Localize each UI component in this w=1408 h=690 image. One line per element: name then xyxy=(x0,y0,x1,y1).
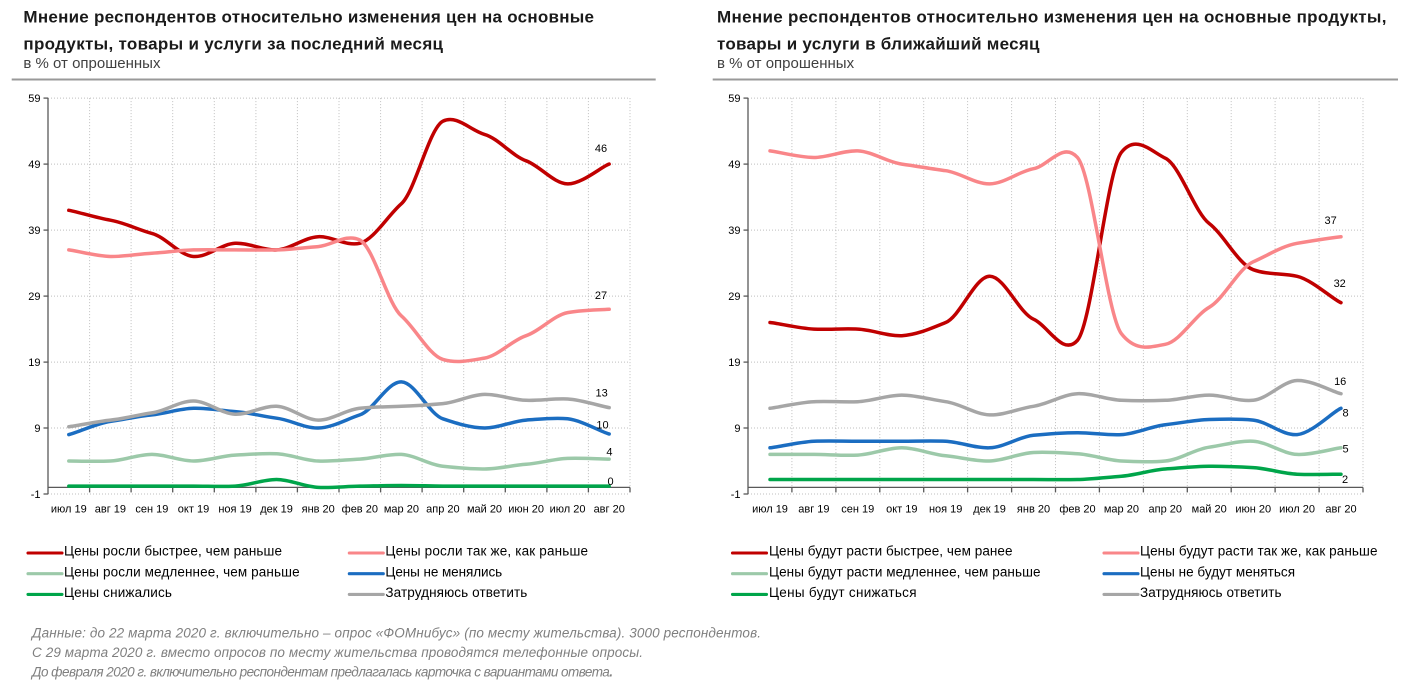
svg-text:сен 19: сен 19 xyxy=(841,504,874,516)
svg-text:фев 20: фев 20 xyxy=(1059,504,1095,516)
svg-text:13: 13 xyxy=(595,387,607,399)
svg-text:0: 0 xyxy=(608,476,614,488)
svg-text:продукты, товары и услуги за п: продукты, товары и услуги за последний м… xyxy=(23,35,443,54)
svg-text:июл 19: июл 19 xyxy=(51,504,87,516)
svg-text:46: 46 xyxy=(595,143,607,155)
svg-text:фев 20: фев 20 xyxy=(342,504,378,516)
svg-text:апр 20: апр 20 xyxy=(426,504,459,516)
svg-text:дек 19: дек 19 xyxy=(973,504,1006,516)
svg-text:Цены не будут меняться: Цены не будут меняться xyxy=(1140,564,1295,579)
svg-text:49: 49 xyxy=(728,159,740,171)
svg-text:Затрудняюсь ответить: Затрудняюсь ответить xyxy=(385,585,527,600)
svg-text:Мнение респондентов относитель: Мнение респондентов относительно изменен… xyxy=(23,8,594,27)
svg-text:10: 10 xyxy=(596,419,608,431)
svg-text:Цены будут расти так же, как р: Цены будут расти так же, как раньше xyxy=(1140,544,1378,559)
svg-text:авг 20: авг 20 xyxy=(594,504,625,516)
svg-text:ноя 19: ноя 19 xyxy=(929,504,962,516)
svg-text:в % от опрошенных: в % от опрошенных xyxy=(23,55,161,72)
svg-text:16: 16 xyxy=(1334,376,1346,388)
svg-text:59: 59 xyxy=(728,93,740,105)
svg-text:дек 19: дек 19 xyxy=(260,504,293,516)
svg-text:Цены будут снижаться: Цены будут снижаться xyxy=(769,585,917,600)
svg-text:-1: -1 xyxy=(731,489,741,501)
svg-text:9: 9 xyxy=(34,423,40,435)
svg-text:Цены снижались: Цены снижались xyxy=(64,585,172,600)
svg-text:32: 32 xyxy=(1334,278,1346,290)
svg-text:мар 20: мар 20 xyxy=(1104,504,1139,516)
svg-text:-1: -1 xyxy=(31,489,41,501)
svg-text:5: 5 xyxy=(1342,443,1348,455)
svg-text:19: 19 xyxy=(728,357,740,369)
svg-text:янв 20: янв 20 xyxy=(302,504,335,516)
svg-text:Цены будут расти медленнее, че: Цены будут расти медленнее, чем раньше xyxy=(769,564,1041,579)
svg-text:Цены не менялись: Цены не менялись xyxy=(385,564,502,579)
svg-text:июн 20: июн 20 xyxy=(1235,504,1271,516)
svg-text:Цены будут расти быстрее, чем: Цены будут расти быстрее, чем ранее xyxy=(769,544,1013,559)
svg-text:сен 19: сен 19 xyxy=(135,504,168,516)
svg-text:8: 8 xyxy=(1342,407,1348,419)
svg-text:окт 19: окт 19 xyxy=(886,504,917,516)
svg-text:авг 19: авг 19 xyxy=(798,504,829,516)
svg-text:Мнение респондентов относитель: Мнение респондентов относительно изменен… xyxy=(717,8,1387,27)
svg-text:39: 39 xyxy=(728,225,740,237)
svg-text:4: 4 xyxy=(606,446,612,458)
svg-text:29: 29 xyxy=(728,291,740,303)
svg-text:авг 20: авг 20 xyxy=(1325,504,1356,516)
svg-text:Цены росли так же, как раньше: Цены росли так же, как раньше xyxy=(385,544,588,559)
svg-text:Цены росли быстрее, чем раньше: Цены росли быстрее, чем раньше xyxy=(64,544,282,559)
svg-text:29: 29 xyxy=(28,291,40,303)
svg-text:27: 27 xyxy=(595,290,607,302)
svg-text:июл 20: июл 20 xyxy=(550,504,586,516)
svg-text:Затрудняюсь ответить: Затрудняюсь ответить xyxy=(1140,585,1282,600)
svg-text:9: 9 xyxy=(734,423,740,435)
svg-text:май 20: май 20 xyxy=(1192,504,1227,516)
svg-text:59: 59 xyxy=(28,93,40,105)
svg-text:19: 19 xyxy=(28,357,40,369)
svg-text:янв 20: янв 20 xyxy=(1017,504,1050,516)
svg-text:49: 49 xyxy=(28,159,40,171)
svg-text:июн 20: июн 20 xyxy=(508,504,544,516)
svg-text:До февраля 2020 г. включительн: До февраля 2020 г. включительно респонде… xyxy=(30,664,613,679)
svg-text:ноя 19: ноя 19 xyxy=(218,504,251,516)
svg-text:окт 19: окт 19 xyxy=(178,504,209,516)
svg-text:Данные: до 22 марта 2020 г. вк: Данные: до 22 марта 2020 г. включительно… xyxy=(30,626,761,641)
svg-text:июл 20: июл 20 xyxy=(1279,504,1315,516)
svg-text:май 20: май 20 xyxy=(467,504,502,516)
svg-text:июл 19: июл 19 xyxy=(752,504,788,516)
svg-text:товары и услуги в ближайший ме: товары и услуги в ближайший месяц xyxy=(717,35,1040,54)
svg-text:39: 39 xyxy=(28,225,40,237)
svg-text:37: 37 xyxy=(1324,215,1336,227)
svg-text:в % от опрошенных: в % от опрошенных xyxy=(717,55,855,72)
svg-text:С 29 марта 2020 г. вместо опро: С 29 марта 2020 г. вместо опросов по мес… xyxy=(32,645,643,660)
svg-text:Цены росли медленнее, чем рань: Цены росли медленнее, чем раньше xyxy=(64,564,300,579)
svg-text:мар 20: мар 20 xyxy=(384,504,419,516)
svg-text:2: 2 xyxy=(1342,474,1348,486)
svg-text:апр 20: апр 20 xyxy=(1149,504,1182,516)
svg-text:авг 19: авг 19 xyxy=(95,504,126,516)
